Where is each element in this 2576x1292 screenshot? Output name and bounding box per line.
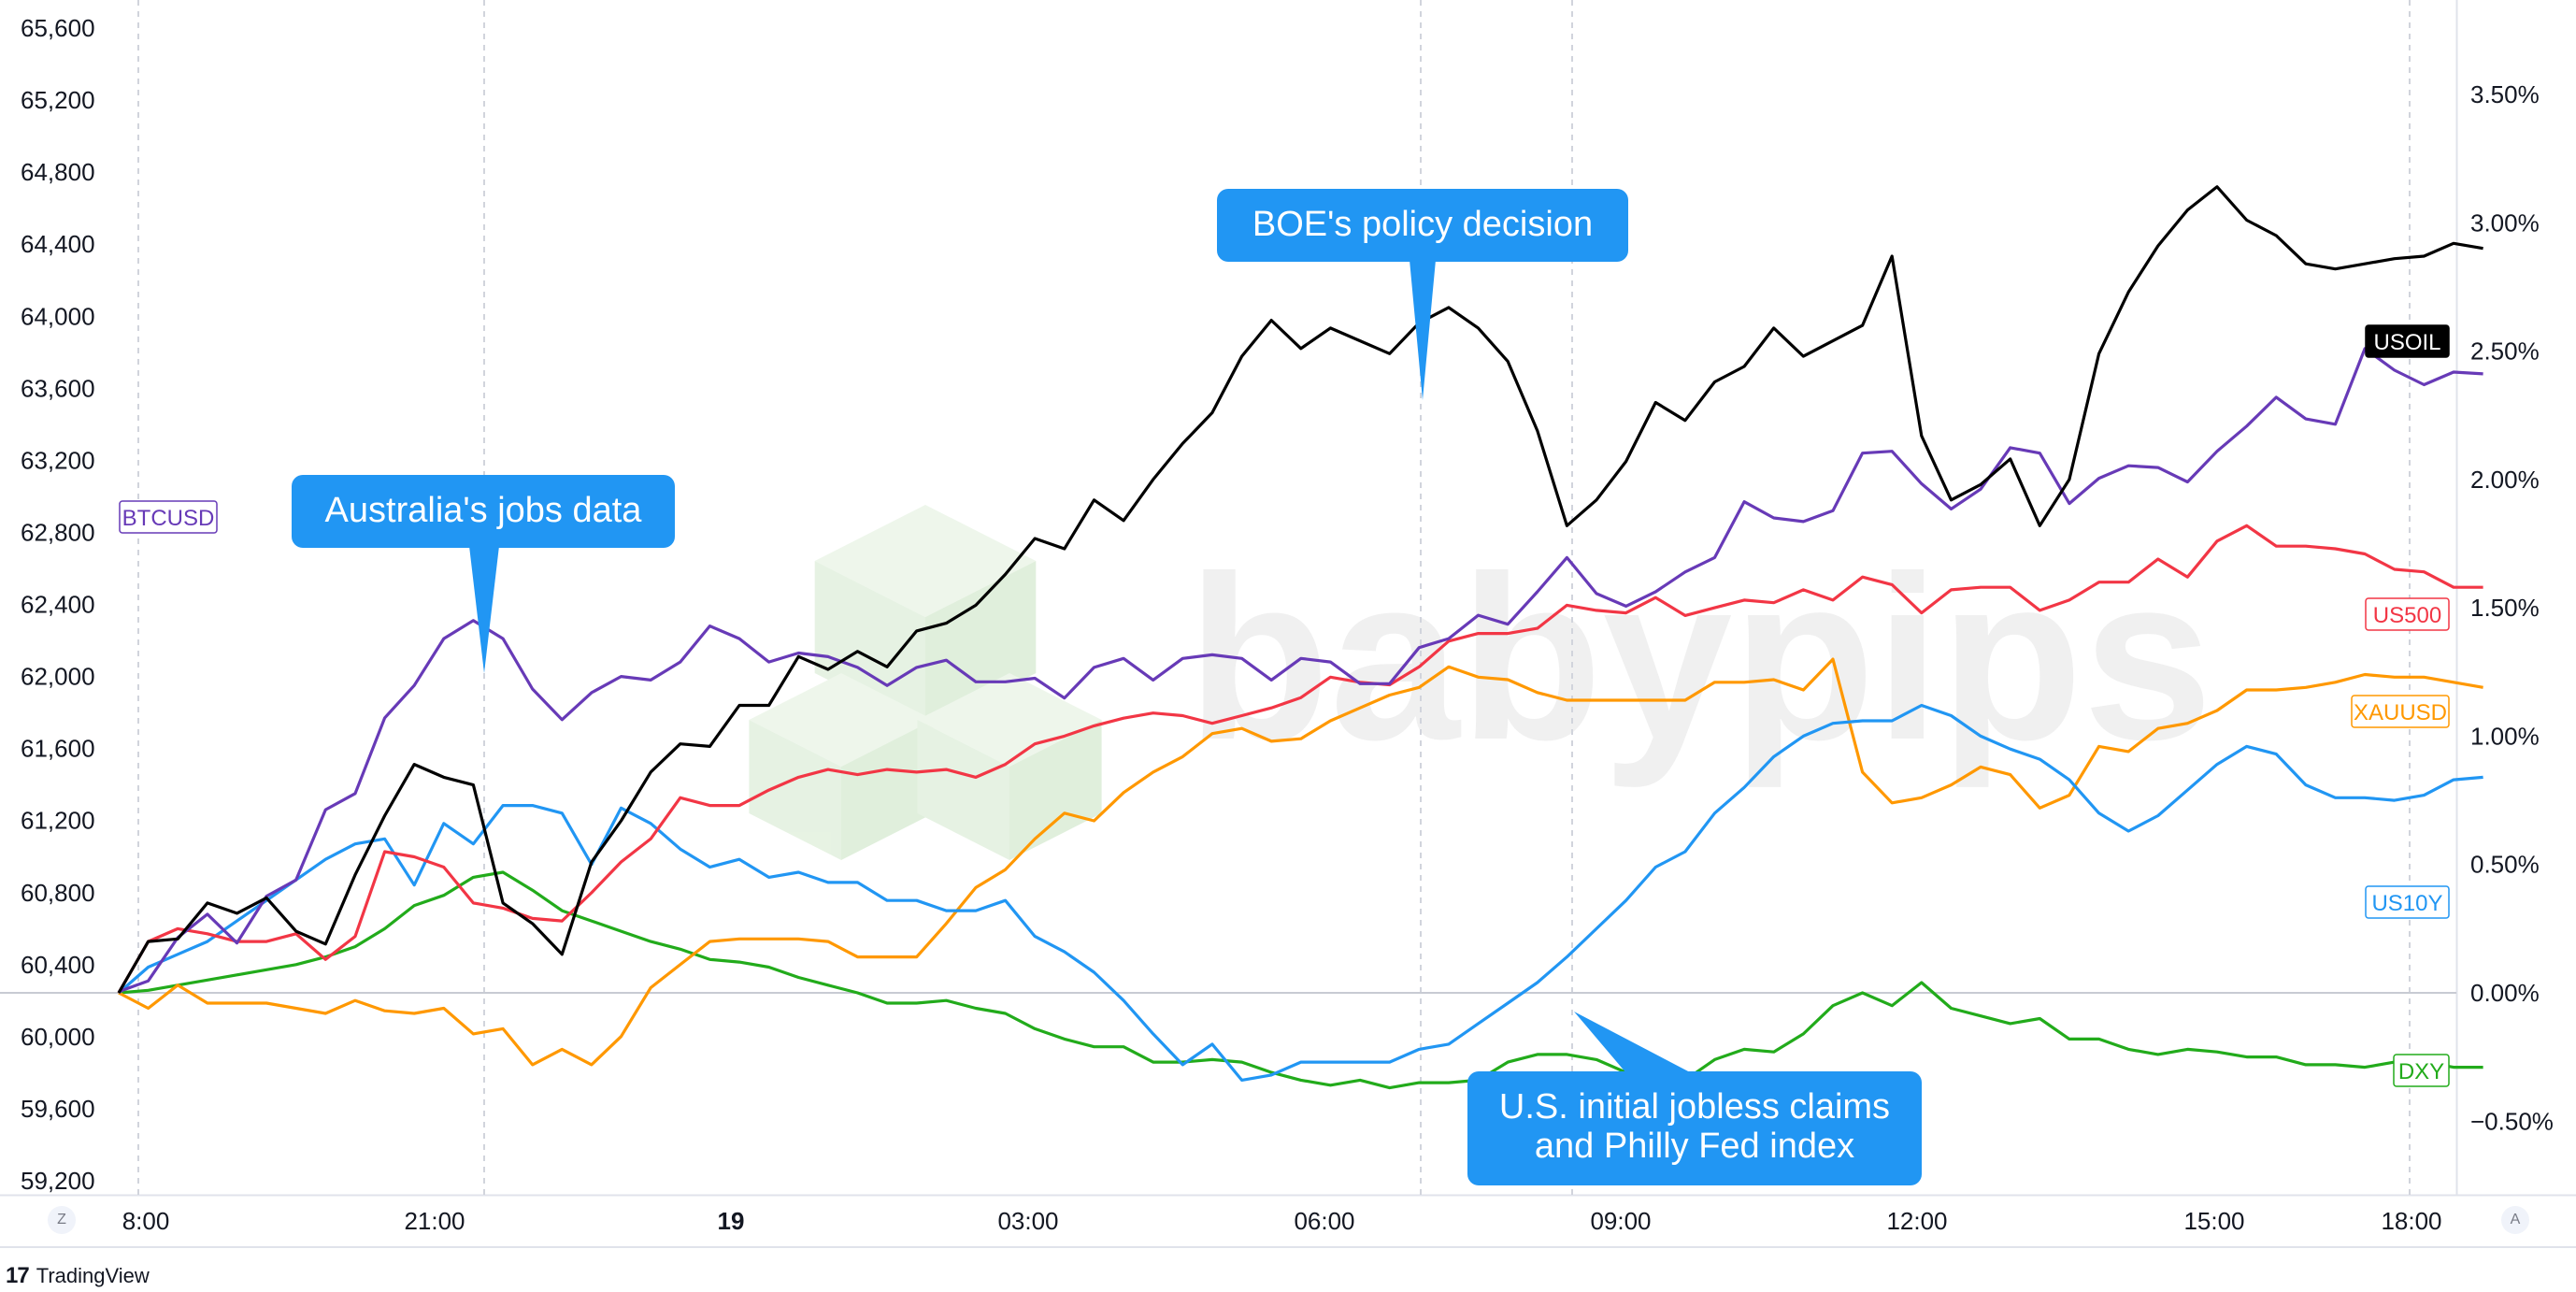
watermark-cube-right (841, 720, 934, 860)
left-price-axis: 65,600 65,200 64,800 64,400 64,000 63,600 63,2… (21, 14, 95, 1195)
annotation-pointer (1410, 260, 1436, 400)
auto-scale-left-button[interactable]: Z (48, 1206, 76, 1234)
time-axis: 8:00 21:00 19 03:00 06:00 09:00 12:00 15:00 18:0… (122, 1207, 2442, 1235)
right-axis-tick-4: 1.50% (2470, 594, 2540, 622)
annotation-text-line-1: Australia's jobs data (325, 491, 643, 530)
right-axis-tick-3: 2.00% (2470, 466, 2540, 494)
series-label-text: XAUUSD (2354, 700, 2447, 725)
annotation-callout-2[interactable]: BOE's policy decision (1217, 189, 1628, 400)
series-line-dxy[interactable] (118, 870, 2483, 1090)
series-label-text: USOIL (2373, 330, 2440, 355)
annotation-box (1217, 189, 1628, 262)
right-axis-tick-8: −0.50% (2470, 1107, 2554, 1135)
left-axis-tick-2: 64,800 (21, 158, 95, 186)
right-percent-axis: 3.50% 3.00% 2.50% 2.00% 1.50% 1.00% 0.50% 0.00%… (2470, 80, 2554, 1135)
time-tick-15-00: 15:00 (2183, 1207, 2244, 1235)
series-line-usoil[interactable] (117, 185, 2483, 994)
left-axis-tick-16: 59,200 (21, 1167, 95, 1195)
series-label-box (2365, 597, 2450, 631)
left-axis-tick-4: 64,000 (21, 302, 95, 330)
left-axis-tick-0: 65,600 (21, 14, 95, 42)
annotation-text-line-1: U.S. initial jobless claims (1499, 1087, 1890, 1127)
watermark-cube-right (925, 561, 1037, 729)
left-axis-tick-12: 60,800 (21, 879, 95, 907)
left-axis-tick-7: 62,800 (21, 518, 95, 546)
auto-scale-right-button[interactable]: A (2501, 1206, 2529, 1234)
series-label-us10y[interactable]: US10Y (2365, 885, 2450, 919)
series-label-text: US10Y (2371, 891, 2442, 916)
series-line-us10y[interactable] (117, 703, 2483, 1083)
annotation-pointer (1574, 1012, 1692, 1073)
time-tick-19: 19 (718, 1207, 745, 1235)
left-axis-tick-3: 64,400 (21, 230, 95, 258)
annotation-box (1467, 1071, 1922, 1185)
series-label-box (2351, 695, 2450, 728)
left-axis-tick-10: 61,600 (21, 735, 95, 763)
tradingview-logo-icon: 17 (6, 1263, 30, 1288)
series-label-usoil[interactable]: USOIL (2365, 324, 2450, 358)
series-label-text: BTCUSD (122, 506, 215, 531)
series-label-xauusd[interactable]: XAUUSD (2351, 695, 2450, 728)
right-axis-tick-1: 3.00% (2470, 208, 2540, 237)
time-tick-8-00: 8:00 (122, 1207, 170, 1235)
series-line-xauusd[interactable] (118, 657, 2483, 1067)
right-axis-tick-0: 3.50% (2470, 80, 2540, 108)
time-tick-21-00: 21:00 (404, 1207, 465, 1235)
left-axis-tick-1: 65,200 (21, 86, 95, 114)
left-axis-tick-6: 63,200 (21, 446, 95, 474)
babypips-watermark: babypips (749, 505, 2212, 860)
annotation-box (292, 475, 675, 548)
series-label-btcusd[interactable]: BTCUSD (119, 500, 218, 534)
series-label-us500[interactable]: US500 (2365, 597, 2450, 631)
left-axis-tick-13: 60,400 (21, 951, 95, 979)
watermark-cube-top (917, 673, 1102, 767)
right-axis-tick-5: 1.00% (2470, 722, 2540, 750)
series-label-text: DXY (2398, 1059, 2444, 1084)
watermark-cube-right (1009, 720, 1102, 860)
time-tick-12-00: 12:00 (1886, 1207, 1947, 1235)
watermark-text: babypips (1187, 527, 2212, 788)
tradingview-brand-name: TradingView (36, 1264, 150, 1287)
watermark-cube-top (814, 505, 1037, 617)
tradingview-branding[interactable]: 17 TradingView (6, 1263, 150, 1288)
series-label-text: US500 (2373, 603, 2441, 628)
watermark-cube-left (749, 720, 841, 860)
time-tick-06-00: 06:00 (1294, 1207, 1354, 1235)
annotation-text-line-1: BOE's policy decision (1252, 205, 1593, 244)
series-label-box (2365, 324, 2450, 358)
annotation-text-line-2: and Philly Fed index (1535, 1127, 1854, 1166)
left-axis-tick-15: 59,600 (21, 1095, 95, 1123)
series-label-box (119, 500, 218, 534)
left-axis-tick-11: 61,200 (21, 807, 95, 835)
watermark-cube-top (749, 673, 934, 767)
annotation-callout-1[interactable]: Australia's jobs data (292, 475, 675, 673)
annotation-pointer (469, 546, 499, 673)
series-label-dxy[interactable]: DXY (2393, 1054, 2450, 1087)
series-label-box (2365, 885, 2450, 919)
watermark-cube-left (917, 720, 1009, 860)
time-tick-09-00: 09:00 (1590, 1207, 1651, 1235)
left-axis-tick-5: 63,600 (21, 374, 95, 402)
series-label-box (2393, 1054, 2450, 1087)
left-axis-tick-8: 62,400 (21, 591, 95, 619)
time-tick-03-00: 03:00 (997, 1207, 1058, 1235)
right-axis-tick-2: 2.50% (2470, 337, 2540, 366)
time-tick-18-00: 18:00 (2381, 1207, 2441, 1235)
watermark-cube-left (814, 561, 925, 729)
left-axis-tick-9: 62,000 (21, 663, 95, 691)
series-line-btcusd[interactable] (118, 347, 2483, 994)
right-axis-tick-6: 0.50% (2470, 851, 2540, 879)
right-axis-tick-7: 0.00% (2470, 979, 2540, 1007)
left-axis-tick-14: 60,000 (21, 1023, 95, 1051)
